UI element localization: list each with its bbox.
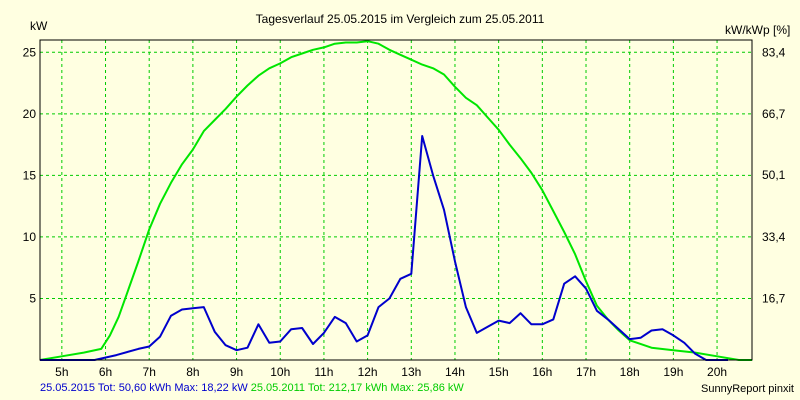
y-tick-labels-right: 16,7 33,4 50,1 66,7 83,4 <box>762 45 786 305</box>
x-tick-label: 15h <box>489 365 509 379</box>
x-tick-label: 16h <box>532 365 552 379</box>
footer-series-2015: 25.05.2015 Tot: 50,60 kWh Max: 18,22 kW <box>40 382 248 394</box>
y2-tick-label: 16,7 <box>762 291 786 305</box>
x-tick-label: 11h <box>314 365 333 379</box>
x-tick-label: 10h <box>270 365 290 379</box>
x-tick-label: 14h <box>445 365 465 379</box>
footer-series-2011: 25.05.2011 Tot: 212,17 kWh Max: 25,86 kW <box>250 382 464 394</box>
chart-footer: 25.05.2015 Tot: 50,60 kWh Max: 18,22 kW … <box>40 382 464 394</box>
x-tick-label: 6h <box>99 365 112 379</box>
y2-tick-label: 33,4 <box>762 230 786 244</box>
y-axis-label-left: kW <box>30 19 48 33</box>
x-tick-label: 9h <box>230 365 243 379</box>
y2-tick-label: 50,1 <box>762 168 786 182</box>
series-lines <box>39 40 752 361</box>
series-line-25-05-2011 <box>39 40 752 361</box>
y-tick-label: 10 <box>23 230 37 244</box>
series-line-25-05-2015 <box>40 135 728 361</box>
x-tick-label: 7h <box>143 365 156 379</box>
x-tick-label: 5h <box>55 365 68 379</box>
y-axis-label-right: kW/kWp [%] <box>725 23 790 37</box>
y2-tick-label: 66,7 <box>762 107 786 121</box>
x-tick-label: 18h <box>620 365 640 379</box>
y-tick-label: 15 <box>23 168 37 182</box>
y-tick-label: 25 <box>23 45 37 59</box>
x-tick-labels: 5h 6h 7h 8h 9h 10h 11h 12h 13h 14h 15h 16h 17h 18h 19h… <box>55 365 727 379</box>
x-tick-label: 17h <box>576 365 596 379</box>
x-tick-label: 13h <box>401 365 421 379</box>
y-tick-labels-left: 5 10 15 20 25 <box>23 45 37 305</box>
credit-text: SunnyReport pinxit <box>701 383 794 395</box>
chart-title: Tagesverlauf 25.05.2015 im Vergleich zum… <box>256 12 545 26</box>
x-tick-label: 20h <box>707 365 727 379</box>
grid-lines <box>40 40 752 360</box>
plot-frame <box>39 39 753 361</box>
y-tick-label: 5 <box>29 291 36 305</box>
x-tick-label: 12h <box>358 365 378 379</box>
y-tick-label: 20 <box>23 107 37 121</box>
y2-tick-label: 83,4 <box>762 45 786 59</box>
x-tick-label: 8h <box>186 365 199 379</box>
x-tick-label: 19h <box>663 365 683 379</box>
